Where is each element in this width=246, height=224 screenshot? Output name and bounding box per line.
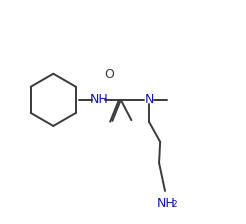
Text: NH: NH	[89, 93, 108, 106]
Text: O: O	[104, 68, 114, 81]
Text: N: N	[144, 93, 154, 106]
Text: NH: NH	[157, 197, 175, 210]
Text: 2: 2	[171, 200, 177, 209]
